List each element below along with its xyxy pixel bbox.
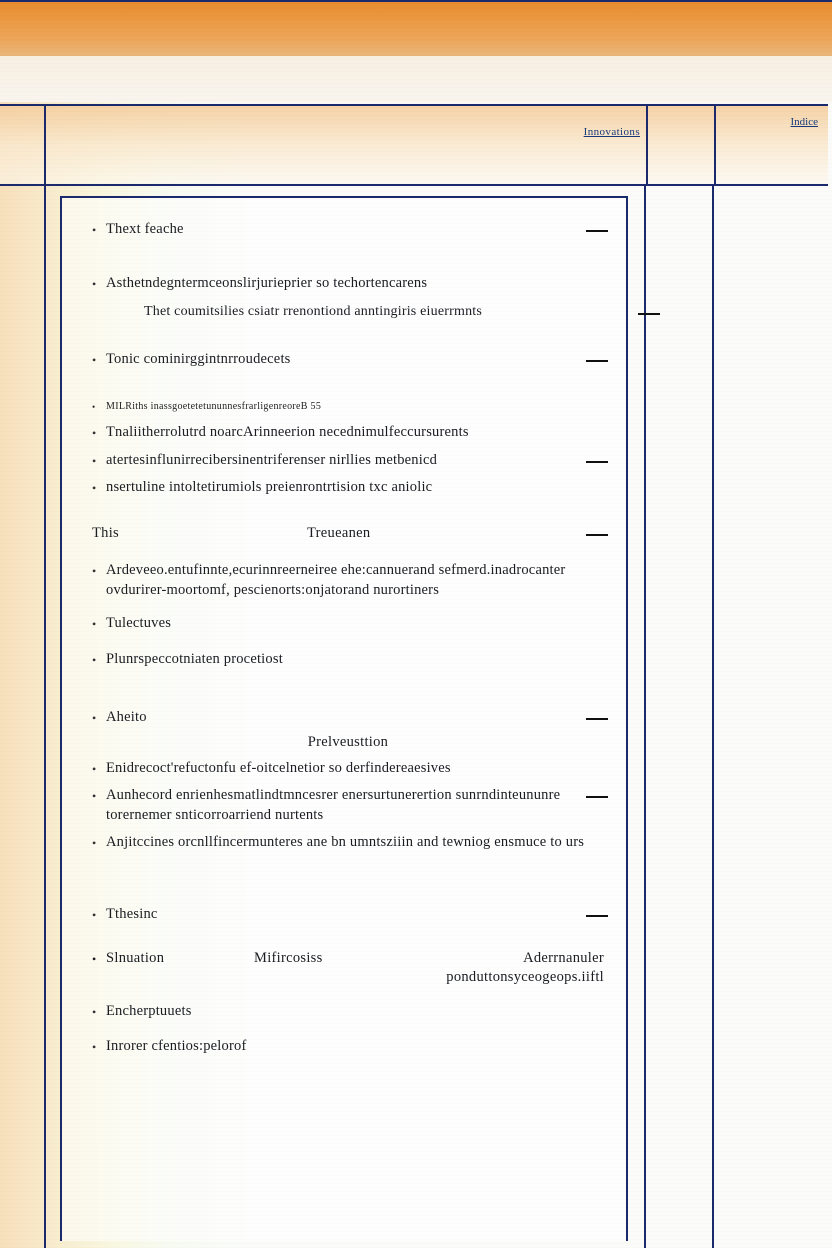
item-text: Tulectuves [106,614,171,634]
page: Innovations Indice • Thext feache [0,0,832,1248]
list-item: • Inrorer cfentios:pelorof [92,1037,604,1057]
bullet-icon: • [92,276,96,292]
list-item: • Enidrecoct'refuctonfu ef-oitcelnetior … [92,759,604,779]
bullet-icon: • [92,563,96,579]
three-column-row: • Slnuation Mifircosiss Aderrnanuler pon… [92,949,604,988]
header-cell-narrow [646,106,714,184]
list-item: • nsertuline intoltetirumiols preienront… [92,478,604,498]
section-heading: Prelveusttion [92,733,604,753]
three-col-a: Slnuation [106,949,236,988]
item-text: Inrorer cfentios:pelorof [106,1037,246,1057]
list-item: • Anjitccines orcnllfincermunteres ane b… [92,833,604,853]
list-item: • Aheito [92,708,604,728]
narrow-cell [646,186,714,1248]
column-divider [44,106,46,184]
bullet-icon: • [92,1004,96,1020]
two-col-right: Treueanen [307,524,604,544]
dash-mark [586,461,608,463]
bullet-icon: • [92,352,96,368]
list-item: • Ardeveeo.entufinnte,ecurinnreerneiree … [92,561,604,600]
two-col-left: This [92,524,307,544]
list-item: • Tonic cominirggintnrroudecets [92,350,604,370]
header-link-innovations[interactable]: Innovations [584,126,640,138]
list-item: • Tnaliitherrolutrd noarcArinneerion nec… [92,423,604,443]
item-text: Tonic cominirggintnrroudecets [106,350,291,370]
dash-mark [586,718,608,720]
item-text: Tthesinc [106,905,158,925]
item-text: Asthetndegntermceonslirjurieprier so tec… [106,274,427,294]
bullet-icon: • [92,480,96,496]
dash-mark [586,230,608,232]
item-text: Tnaliitherrolutrd noarcArinneerion neced… [106,423,469,443]
content-box: • Thext feache • Asthetndegntermceonslir… [60,196,628,1241]
bullet-icon: • [92,835,96,851]
bullet-icon: • [92,222,96,238]
item-text: Thext feache [106,220,184,240]
header-link-indice[interactable]: Indice [791,116,818,128]
bullet-icon: • [92,1039,96,1055]
item-text: Plunrspeccotniaten procetiost [106,650,283,670]
dash-mark [586,915,608,917]
sub-item: Thet coumitsilies csiatr rrenontiond ann… [144,303,604,322]
dash-mark [586,796,608,798]
item-text: Enidrecoct'refuctonfu ef-oitcelnetior so… [106,759,451,779]
outer-table: Innovations Indice • Thext feache [0,104,828,1248]
list-item: • atertesinflunirrecibersinentriferenser… [92,451,604,471]
last-cell [716,186,828,1248]
bullet-icon: • [92,788,96,804]
list-item: • Tthesinc [92,905,604,925]
bullet-icon: • [92,652,96,668]
list-item: • Aunhecord enrienhesmatlindtmncesrer en… [92,786,604,825]
left-gutter [0,186,44,1248]
sub-item-text: Thet coumitsilies csiatr rrenontiond ann… [144,304,482,319]
table-body-row: • Thext feache • Asthetndegntermceonslir… [0,186,828,1248]
dash-mark [586,534,608,536]
top-orange-bar [0,0,832,58]
item-text: Aunhecord enrienhesmatlindtmncesrer ener… [106,786,604,825]
table-header-row: Innovations Indice [0,106,828,186]
bullet-icon: • [92,710,96,726]
main-cell: • Thext feache • Asthetndegntermceonslir… [46,186,646,1248]
item-text: Anjitccines orcnllfincermunteres ane bn … [106,833,584,853]
list-item: • Asthetndegntermceonslirjurieprier so t… [92,274,604,322]
list-item: • Plunrspeccotniaten procetiost [92,650,604,670]
list-item: • Encherptuuets [92,1002,604,1022]
tiny-note: • MILRiths inassgoetetetununnesfrarligen… [92,400,604,414]
bullet-icon: • [92,951,96,967]
three-col-b: Mifircosiss [254,949,374,988]
list-item: • Tulectuves [92,614,604,634]
dash-mark [586,360,608,362]
bullet-icon: • [92,761,96,777]
bullet-icon: • [92,425,96,441]
bullet-icon: • [92,401,95,413]
bullet-icon: • [92,907,96,923]
three-col-c: Aderrnanuler ponduttonsyceogeops.iiftl [392,949,604,988]
item-text: atertesinflunirrecibersinentriferenser n… [106,451,437,471]
list-item: • Thext feache [92,220,604,240]
item-text: Ardeveeo.entufinnte,ecurinnreerneiree eh… [106,561,604,600]
header-cell-main: Innovations [48,116,646,184]
bullet-icon: • [92,453,96,469]
bullet-icon: • [92,616,96,632]
header-cell-last: Indice [714,106,828,184]
sub-header-strip [0,56,832,102]
item-text: Aheito [106,708,147,728]
two-column-row: This Treueanen [92,524,604,544]
item-text: Encherptuuets [106,1002,192,1022]
tiny-text: MILRiths inassgoetetetununnesfrarligenre… [106,401,321,412]
item-text: nsertuline intoltetirumiols preienrontrt… [106,478,432,498]
